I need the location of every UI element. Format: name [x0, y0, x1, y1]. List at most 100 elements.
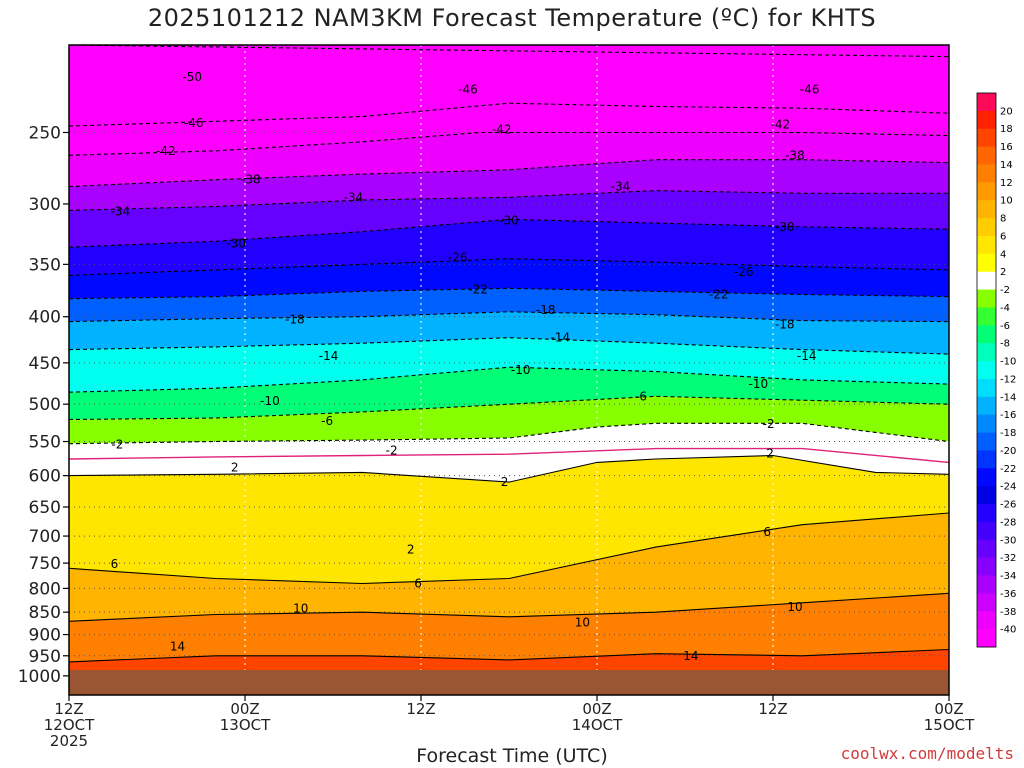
contour-label: -42: [492, 122, 512, 136]
colorbar-swatch: [977, 325, 996, 344]
x-tick-label: 2025: [50, 732, 88, 750]
contour-label: -34: [611, 180, 631, 194]
y-tick-label: 550: [29, 433, 61, 453]
x-tick-label: 12OCT: [44, 716, 95, 734]
x-tick-label: 00Z: [582, 700, 611, 718]
colorbar-label: -6: [1000, 321, 1010, 332]
colorbar-swatch: [977, 361, 996, 380]
contour-label: 10: [293, 601, 308, 615]
temperature-band: [69, 513, 949, 622]
colorbar-label: 18: [1000, 124, 1013, 135]
contour-label: -34: [111, 205, 131, 219]
isotherm-line: [69, 454, 949, 483]
colorbar-frame: [976, 92, 997, 648]
contour-label: -14: [551, 331, 571, 345]
y-tick-label: 1000: [18, 667, 61, 687]
contour-label: -22: [468, 282, 488, 296]
contour-label: -30: [499, 214, 519, 228]
colorbar-label: -20: [1000, 446, 1016, 457]
colorbar-swatch: [977, 110, 996, 130]
y-tick-label: 900: [29, 626, 61, 646]
contour-label: -10: [511, 363, 531, 377]
temperature-band: [69, 190, 949, 248]
x-tick-label: 14OCT: [572, 716, 623, 734]
colorbar-label: -2: [1000, 285, 1010, 296]
contour-label: -26: [448, 251, 468, 265]
temperature-band: [69, 219, 949, 276]
contour-label: -30: [226, 237, 246, 251]
plot-area: -50 -46 -46 -46 -42 -42 -42 -38 -38 -34 -34 -34 -30 -…: [69, 45, 949, 695]
temperature-band: [69, 337, 949, 393]
contour-label: -18: [775, 317, 795, 331]
colorbar-swatch: [977, 396, 996, 416]
contour-label: 14: [683, 649, 698, 663]
colorbar-swatch: [977, 218, 996, 237]
contour-label: 10: [575, 616, 590, 630]
contour-label: -2: [111, 437, 123, 451]
source-credit: coolwx.com/modelts: [840, 744, 1014, 763]
temperature-band: [69, 288, 949, 322]
y-tick-label: 450: [29, 354, 61, 374]
contour-label: -38: [241, 173, 261, 187]
colorbar-swatch: [977, 271, 996, 290]
colorbar-swatch: [977, 235, 996, 255]
contour-label: 2: [231, 461, 239, 475]
y-tick-label: 650: [29, 498, 61, 518]
colorbar-swatch: [977, 504, 996, 523]
temperature-band: [69, 423, 949, 463]
y-tick-label: 800: [29, 579, 61, 599]
temperature-band: [69, 103, 949, 156]
contour-label: -2: [763, 417, 775, 431]
isotherm-line: [69, 447, 949, 464]
colorbar-swatch: [977, 253, 996, 273]
y-tick-label: 950: [29, 647, 61, 667]
contour-label: -50: [182, 70, 202, 84]
colorbar-label: -38: [1000, 607, 1016, 618]
contour-label: 6: [414, 576, 422, 590]
x-tick-label: 12Z: [406, 700, 435, 718]
colorbar-swatch: [977, 164, 996, 183]
temperature-band: [69, 258, 949, 299]
colorbar-label: 8: [1000, 214, 1006, 225]
y-tick-label: 350: [29, 255, 61, 275]
x-tick-label: 15OCT: [924, 716, 975, 734]
colorbar-label: -16: [1000, 410, 1016, 421]
colorbar-swatch: [977, 343, 996, 362]
isotherm-line: [69, 512, 949, 585]
colorbar-label: -18: [1000, 428, 1016, 439]
colorbar-swatch: [977, 468, 996, 487]
colorbar-swatch: [977, 557, 996, 576]
isotherm-line: [69, 648, 949, 663]
colorbar-swatch: [977, 93, 996, 112]
y-tick-label: 700: [29, 527, 61, 547]
ground-surface: [69, 669, 949, 695]
colorbar-label: -10: [1000, 357, 1016, 368]
colorbar-label: -30: [1000, 535, 1016, 546]
chart-title: 2025101212 NAM3KM Forecast Temperature (…: [147, 4, 877, 32]
colorbar-label: -14: [1000, 392, 1016, 403]
contour-label: -46: [184, 116, 204, 130]
y-tick-label: 400: [29, 308, 61, 328]
colorbar-swatch: [977, 128, 996, 148]
colorbar-label: 6: [1000, 232, 1006, 243]
colorbar-swatch: [977, 307, 996, 326]
colorbar-swatch: [977, 378, 996, 398]
contour-label: -22: [709, 288, 729, 302]
temperature-band: [69, 396, 949, 444]
y-tick-label: 500: [29, 395, 61, 415]
y-tick-label: 750: [29, 554, 61, 574]
contour-label: -30: [775, 220, 795, 234]
contour-label: -46: [458, 82, 478, 96]
isotherm-line: [69, 592, 949, 622]
x-tick-label: 00Z: [934, 700, 963, 718]
colorbar-swatch: [977, 289, 996, 308]
contour-label: -34: [344, 190, 364, 204]
contour-label: -14: [319, 349, 339, 363]
x-tick-label: 12Z: [758, 700, 787, 718]
temperature-band: [69, 45, 949, 127]
x-axis-label: Forecast Time (UTC): [416, 745, 608, 767]
x-tick-label: 12Z: [54, 700, 83, 718]
colorbar-label: 10: [1000, 196, 1013, 207]
contour-label: -14: [797, 349, 817, 363]
